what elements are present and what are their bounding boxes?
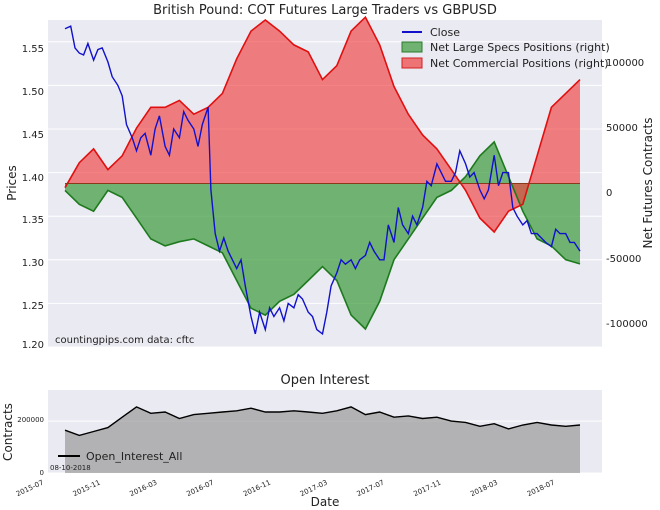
legend-specs-label: Net Large Specs Positions (right)	[430, 41, 610, 54]
y-tick-label: 1.55	[22, 44, 44, 55]
y2-tick-label: 100000	[606, 58, 644, 69]
x-tick-label: 2016-07	[185, 479, 215, 499]
legend-close-label: Close	[430, 26, 460, 39]
oi-area	[65, 406, 580, 473]
x-tick-label: 2017-11	[412, 479, 442, 499]
source-annotation: countingpips.com data: cftc	[55, 335, 194, 346]
x-tick-label: 2018-03	[469, 479, 499, 499]
y2-tick-label: -50000	[606, 254, 641, 265]
y-tick-label: 1.20	[22, 340, 44, 351]
legend: Close Net Large Specs Positions (right) …	[401, 26, 610, 70]
y-tick-label: 1.50	[22, 87, 44, 98]
y-tick-labels: 1.20 1.25 1.30 1.35 1.40 1.45 1.50 1.55	[22, 44, 44, 351]
commercial-line	[64, 15, 581, 234]
legend-commercial-label: Net Commercial Positions (right)	[430, 57, 609, 70]
oi-title: Open Interest	[281, 373, 370, 388]
x-tick-label: 2017-07	[356, 479, 386, 499]
legend-specs-swatch	[401, 41, 423, 53]
close-line	[64, 25, 581, 336]
y-tick-label: 1.40	[22, 173, 44, 184]
main-series	[64, 15, 581, 336]
oi-legend-label: Open_Interest_All	[86, 450, 182, 463]
oi-y-tick-label: 0	[40, 469, 44, 477]
x-tick-label: 2016-11	[242, 479, 272, 499]
x-tick-label: 2015-07	[15, 479, 45, 499]
y-axis-label: Prices	[5, 165, 19, 201]
commercial-area	[65, 17, 580, 233]
oi-y-tick-label: 200000	[17, 416, 44, 424]
y-tick-label: 1.25	[22, 301, 44, 312]
y-tick-label: 1.35	[22, 215, 44, 226]
y-tick-label: 1.30	[22, 258, 44, 269]
oi-y-axis-label: Contracts	[1, 403, 15, 461]
specs-area	[65, 141, 580, 329]
x-tick-labels: 2015-07 2015-11 2016-03 2016-07 2016-11 2017-…	[15, 479, 556, 499]
x-tick-label: 2016-03	[129, 479, 159, 499]
x-axis-label: Date	[311, 495, 340, 509]
x-tick-label: 2018-07	[526, 479, 556, 499]
oi-date-label: 08-10-2018	[50, 464, 91, 472]
legend-commercial-swatch	[401, 57, 423, 69]
y2-tick-label: -100000	[606, 319, 648, 330]
y2-tick-label: 50000	[606, 123, 638, 134]
oi-series	[64, 406, 581, 473]
y2-axis-label: Net Futures Contracts	[641, 117, 655, 248]
y2-tick-labels: -100000 -50000 0 50000 100000	[606, 58, 648, 330]
x-tick-label: 2015-11	[72, 479, 102, 499]
y2-tick-label: 0	[606, 188, 612, 199]
main-title: British Pound: COT Futures Large Traders…	[153, 3, 497, 18]
specs-line	[64, 140, 581, 331]
y-tick-label: 1.45	[22, 130, 44, 141]
oi-line	[64, 406, 581, 437]
